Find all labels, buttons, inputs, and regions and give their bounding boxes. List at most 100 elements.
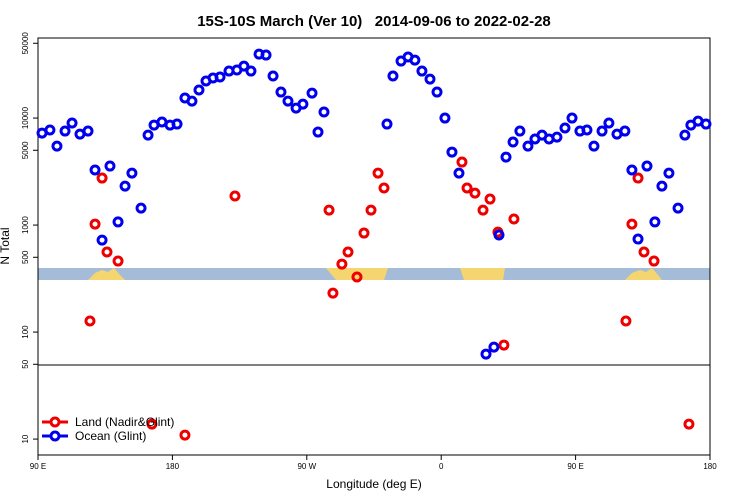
y-tick-label: 10000 [21,106,30,129]
point [683,418,695,430]
y-tick-label: 5000 [21,141,30,159]
point [323,204,335,216]
point [619,125,631,137]
point [238,60,250,72]
point [387,70,399,82]
point [488,341,500,353]
point [620,315,632,327]
point [112,255,124,267]
legend-marker [49,430,61,442]
point [672,202,684,214]
point [260,49,272,61]
point [214,71,226,83]
point [477,204,489,216]
point [679,129,691,141]
point [461,182,473,194]
point [66,117,78,129]
point [44,124,56,136]
point [89,218,101,230]
point [59,125,71,137]
point [551,131,563,143]
x-tick-label: 90 W [297,462,316,471]
point [588,140,600,152]
point [318,106,330,118]
point [171,118,183,130]
point [596,125,608,137]
point [632,233,644,245]
point [626,164,638,176]
y-axis-label: N Total [0,227,12,264]
point [566,112,578,124]
point [312,126,324,138]
point [275,86,287,98]
point [297,98,309,110]
point [372,167,384,179]
point [96,172,108,184]
point [126,167,138,179]
point [327,287,339,299]
point [351,271,363,283]
point [648,255,660,267]
point [378,182,390,194]
point [500,151,512,163]
x-tick-label: 180 [166,462,180,471]
point [484,193,496,205]
point [493,229,505,241]
point [96,234,108,246]
y-tick-label: 1000 [21,216,30,234]
x-tick-label: 90 E [30,462,46,471]
point [559,122,571,134]
point [229,190,241,202]
point [498,339,510,351]
point [649,216,661,228]
y-tick-label: 50 [21,359,30,368]
point [84,315,96,327]
point [663,167,675,179]
point [245,65,257,77]
plot-frame [37,37,711,456]
legend-label: Ocean (Glint) [75,429,146,443]
x-tick-label: 90 E [567,462,583,471]
y-tick-label: 10 [21,434,30,443]
point [104,160,116,172]
point [186,95,198,107]
point [416,65,428,77]
point [51,140,63,152]
point [101,246,113,258]
y-tick-label: 50000 [21,32,30,55]
point [656,180,668,192]
point [514,125,526,137]
point [626,218,638,230]
point [358,227,370,239]
point [456,156,468,168]
point [439,112,451,124]
point [700,118,712,130]
legend-marker [49,416,61,428]
point [581,124,593,136]
y-tick-label: 100 [21,325,30,339]
x-axis-label: Longitude (deg E) [326,477,421,491]
point [282,95,294,107]
point [453,167,465,179]
point [508,213,520,225]
legend-label: Land (Nadir&Glint) [75,415,174,429]
point [135,202,147,214]
point [507,136,519,148]
point [424,73,436,85]
point [522,140,534,152]
x-tick-label: 0 [439,462,444,471]
point [469,187,481,199]
point [638,246,650,258]
chart-title: 15S-10S March (Ver 10) 2014-09-06 to 202… [197,13,551,30]
point [306,87,318,99]
point [119,180,131,192]
x-tick-label: 180 [703,462,717,471]
point [431,86,443,98]
point [336,258,348,270]
point [603,117,615,129]
point [365,204,377,216]
point [267,70,279,82]
point [82,125,94,137]
point [112,216,124,228]
